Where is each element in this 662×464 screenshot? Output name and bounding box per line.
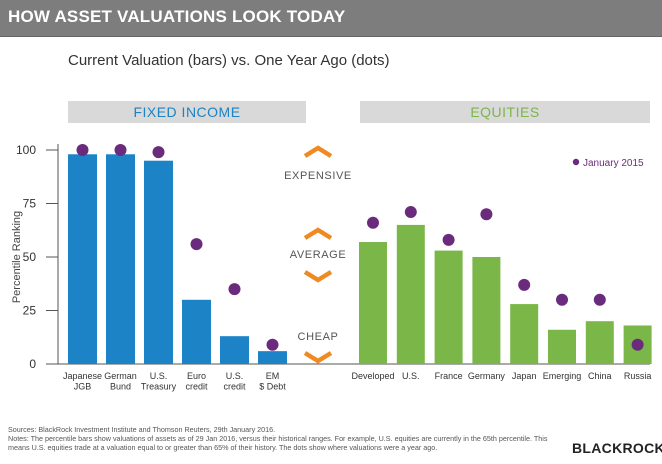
zone-average-label: AVERAGE [290,249,347,261]
panel-fixed-income: FIXED INCOME [68,101,306,123]
chevron-up-icon [303,145,333,158]
bar [434,250,463,364]
y-tick-label: 0 [29,357,36,371]
x-tick-label: Bund [110,382,131,392]
x-tick-label: Developed [351,371,394,381]
panel-equities: EQUITIES [360,101,650,123]
x-tick-label: Treasury [141,382,177,392]
dot-marker [76,144,89,156]
dot-marker [518,278,531,291]
bar [548,329,576,364]
dot-marker [190,238,203,251]
bar [510,304,539,364]
y-tick-label: 25 [23,304,37,318]
y-axis-label: Percentile Ranking [11,211,23,303]
bar [396,224,425,364]
x-tick-label: U.S. [402,371,420,381]
legend-label: January 2015 [583,158,644,169]
dot-marker [404,206,417,219]
bar [472,257,501,364]
x-tick-label: France [435,371,463,381]
dot-marker [593,293,606,306]
x-tick-label: German [104,371,137,381]
x-tick-label: JGB [74,382,92,392]
bar [220,336,249,364]
footer-notes: Sources: BlackRock Investment Institute … [8,425,568,452]
x-tick-label: EM [266,371,280,381]
bar [106,154,135,364]
chevron-down-icon [303,351,333,364]
header-title: HOW ASSET VALUATIONS LOOK TODAY [8,7,346,26]
x-tick-label: Emerging [543,371,582,381]
chevron-down-icon [303,270,333,283]
dot-marker [152,146,165,159]
x-tick-label: Japanese [63,371,102,381]
header-bar: HOW ASSET VALUATIONS LOOK TODAY [0,0,662,37]
bar [359,242,387,364]
dot-marker [228,283,241,296]
dot-marker [556,293,568,306]
bar [144,160,173,364]
y-tick-label: 100 [16,143,36,157]
x-tick-label: $ Debt [259,382,286,392]
dot-marker [266,338,279,351]
dot-marker [442,233,455,246]
bar [182,299,211,364]
dot-marker [367,216,379,229]
x-tick-label: credit [185,382,208,392]
x-tick-label: China [588,371,612,381]
x-tick-label: U.S. [150,371,168,381]
chart-subtitle: Current Valuation (bars) vs. One Year Ag… [68,52,390,69]
legend-dot [572,158,580,166]
x-tick-label: U.S. [226,371,244,381]
dot-marker [114,144,127,156]
blackrock-logo: BLACKROCK [572,440,662,456]
footer-sources: Sources: BlackRock Investment Institute … [8,425,276,434]
x-tick-label: Russia [624,371,652,381]
x-tick-label: Euro [187,371,206,381]
y-tick-label: 50 [23,250,37,264]
chevron-up-icon [303,227,333,240]
dot-marker [631,338,644,351]
x-tick-label: Germany [468,371,506,381]
y-tick-label: 75 [23,197,37,211]
bar [68,154,97,364]
bar [585,321,614,364]
dot-marker [480,208,493,221]
zone-expensive-label: EXPENSIVE [284,170,352,182]
footer-notes-text: Notes: The percentile bars show valuatio… [8,434,548,452]
zone-cheap-label: CHEAP [298,331,339,343]
bar [258,351,287,364]
x-tick-label: Japan [512,371,537,381]
x-tick-label: credit [223,382,246,392]
